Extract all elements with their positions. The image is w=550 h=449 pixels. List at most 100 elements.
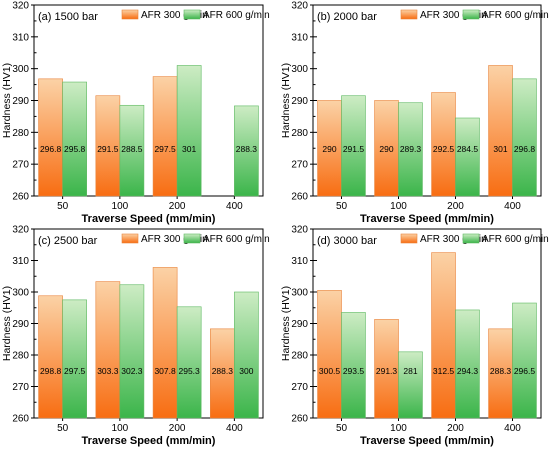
bar-series-1	[317, 290, 342, 419]
legend-swatch	[183, 233, 201, 244]
bar-value-label: 300.5	[319, 366, 341, 376]
bar-value-label: 281	[403, 366, 417, 376]
bar-value-label: 293.5	[343, 366, 365, 376]
bar-series-1	[38, 295, 63, 419]
bar-value-label: 289.3	[400, 144, 422, 154]
bar-value-label: 297.5	[64, 366, 86, 376]
bar-series-1	[431, 252, 456, 419]
x-axis-label: Traverse Speed (mm/min)	[82, 213, 216, 225]
x-tick-label: 200	[447, 201, 464, 212]
bar-series-2	[234, 291, 259, 419]
y-tick-label: 310	[12, 32, 29, 43]
y-tick-label: 280	[12, 351, 29, 362]
x-tick-label: 200	[169, 201, 186, 212]
legend-swatch	[462, 233, 480, 244]
x-tick-label: 50	[57, 423, 69, 434]
x-tick-label: 400	[504, 201, 521, 212]
bar-series-2	[398, 351, 423, 419]
x-axis-label: Traverse Speed (mm/min)	[360, 435, 494, 447]
bar-value-label: 292.5	[433, 144, 455, 154]
y-tick-label: 270	[12, 160, 29, 171]
y-tick-label: 310	[291, 32, 308, 43]
chart-panel-1: 260 270 280 290 300 310 320 Hardness (HV1) Trave…	[1, 1, 270, 226]
x-tick-label: 400	[504, 423, 521, 434]
y-tick-label: 300	[12, 64, 29, 75]
bar-series-2	[62, 81, 87, 197]
bar-value-label: 294.3	[457, 366, 479, 376]
legend-label: AFR 300 g/min	[420, 10, 487, 21]
bar-value-label: 297.5	[154, 144, 176, 154]
x-tick-label: 400	[226, 423, 243, 434]
y-tick-label: 280	[12, 128, 29, 139]
chart-panel-4: 260 270 280 290 300 310 320 Hardness (HV1) Trave…	[280, 225, 549, 448]
y-tick-label: 320	[12, 1, 29, 12]
y-tick-label: 320	[12, 225, 29, 236]
panel-label: (d) 3000 bar	[317, 235, 377, 247]
y-tick-label: 310	[12, 256, 29, 267]
y-tick-label: 300	[291, 288, 308, 299]
y-tick-label: 270	[291, 160, 308, 171]
bar-series-1	[152, 267, 178, 419]
bar-series-2	[341, 312, 366, 419]
legend-swatch	[400, 233, 418, 244]
y-tick-label: 320	[291, 225, 308, 236]
bar-value-label: 288.3	[490, 366, 512, 376]
y-tick-label: 300	[291, 64, 308, 75]
bar-series-2	[512, 78, 537, 197]
bar-series-1	[38, 78, 63, 197]
bar-series-2	[398, 102, 423, 197]
y-tick-label: 280	[291, 351, 308, 362]
chart-panel-2: 260 270 280 290 300 310 320 Hardness (HV1) Trave…	[280, 1, 549, 226]
y-tick-label: 290	[12, 96, 29, 107]
bar-series-2	[234, 105, 259, 197]
bar-value-label: 300	[239, 366, 253, 376]
chart-panel-3: 260 270 280 290 300 310 320 Hardness (HV1) Trave…	[1, 225, 270, 448]
bar-value-label: 301	[182, 144, 196, 154]
panel-label: (c) 2500 bar	[38, 235, 98, 247]
bar-value-label: 288.5	[121, 144, 143, 154]
bar-series-2	[455, 117, 480, 197]
bar-value-label: 288.3	[212, 366, 234, 376]
legend-label: AFR 300 g/min	[141, 234, 208, 245]
y-axis-label: Hardness (HV1)	[1, 63, 13, 138]
y-tick-label: 290	[291, 319, 308, 330]
y-tick-label: 280	[291, 128, 308, 139]
x-tick-label: 200	[169, 423, 186, 434]
x-tick-label: 100	[112, 201, 129, 212]
bar-value-label: 296.5	[514, 366, 536, 376]
legend-label: AFR 600 g/min	[203, 234, 270, 245]
bar-series-2	[119, 284, 145, 419]
bar-value-label: 307.8	[154, 366, 176, 376]
bar-series-1	[95, 281, 121, 419]
legend-label: AFR 600 g/min	[482, 10, 549, 21]
bar-value-label: 291.5	[97, 144, 119, 154]
bar-series-2	[512, 302, 537, 419]
legend-label: AFR 600 g/min	[482, 234, 549, 245]
y-tick-label: 260	[291, 414, 308, 425]
y-tick-label: 290	[12, 319, 29, 330]
bar-value-label: 288.3	[236, 144, 258, 154]
x-axis-label: Traverse Speed (mm/min)	[82, 435, 216, 447]
bar-value-label: 302.3	[121, 366, 143, 376]
y-tick-label: 310	[291, 256, 308, 267]
x-tick-label: 50	[57, 201, 69, 212]
bar-value-label: 295.8	[64, 144, 86, 154]
bar-series-2	[455, 309, 480, 419]
legend-swatch	[462, 9, 480, 20]
bar-value-label: 290	[322, 144, 336, 154]
x-tick-label: 50	[336, 423, 348, 434]
legend-swatch	[400, 9, 418, 20]
x-tick-label: 400	[226, 201, 243, 212]
bar-value-label: 301	[493, 144, 507, 154]
bar-series-2	[176, 306, 202, 419]
bar-value-label: 290	[379, 144, 393, 154]
bar-series-1	[95, 95, 121, 197]
y-tick-label: 320	[291, 1, 308, 12]
panel-label: (b) 2000 bar	[317, 11, 377, 23]
x-tick-label: 100	[390, 423, 407, 434]
bar-series-2	[176, 65, 202, 197]
y-axis-label: Hardness (HV1)	[1, 286, 13, 361]
bar-series-1	[152, 76, 178, 197]
x-tick-label: 200	[447, 423, 464, 434]
